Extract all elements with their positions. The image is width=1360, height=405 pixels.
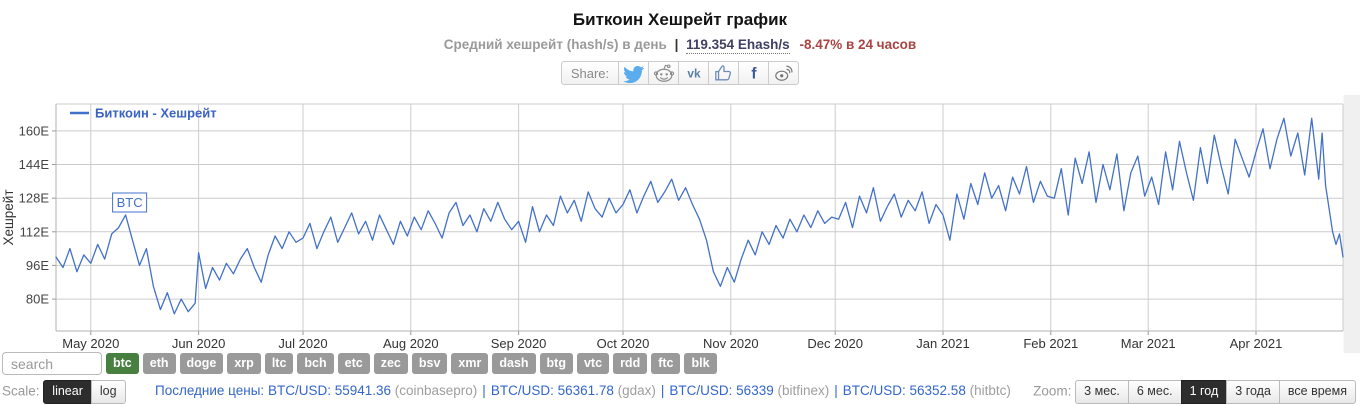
like-icon bbox=[714, 65, 731, 81]
coin-button-doge[interactable]: doge bbox=[179, 353, 224, 374]
legend-bitcoin-hashrate[interactable]: Биткоин - Хешрейт bbox=[95, 106, 217, 121]
zoom-button-group: 3 мес. 6 мес. 1 год 3 года все время bbox=[1075, 380, 1356, 404]
zoom-button-1-год[interactable]: 1 год bbox=[1180, 380, 1228, 404]
y-axis-tick-label: 96E bbox=[26, 258, 49, 273]
latest-prices: Последние цены: BTC/USD: 55941.36 (coinb… bbox=[155, 383, 1011, 398]
coin-button-xmr[interactable]: xmr bbox=[451, 353, 489, 374]
price-link-gdax[interactable]: BTC/USD: 56361.78 bbox=[490, 383, 614, 398]
exchange-name: (coinbasepro) bbox=[391, 383, 478, 398]
zoom-control: Zoom: 3 мес. 6 мес. 1 год 3 года все время bbox=[1033, 380, 1356, 404]
scale-control: Scale: linear log bbox=[2, 380, 126, 404]
reddit-share-button[interactable] bbox=[648, 61, 680, 85]
coin-button-eth[interactable]: eth bbox=[142, 353, 176, 374]
exchange-name: (bitfinex) bbox=[773, 383, 830, 398]
coin-button-blk[interactable]: blk bbox=[684, 353, 717, 374]
price-separator: | bbox=[482, 383, 486, 398]
zoom-button-все-время[interactable]: все время bbox=[1278, 380, 1356, 404]
x-axis-tick-label: Jul 2020 bbox=[278, 336, 327, 351]
x-axis-tick-label: May 2020 bbox=[62, 336, 119, 351]
x-axis-tick-label: Aug 2020 bbox=[383, 336, 439, 351]
price-separator: | bbox=[834, 383, 838, 398]
scale-button-log[interactable]: log bbox=[90, 380, 126, 404]
reddit-icon bbox=[653, 64, 674, 82]
zoom-button-3-года[interactable]: 3 года bbox=[1226, 380, 1280, 404]
x-axis-tick-label: Apr 2021 bbox=[1230, 336, 1283, 351]
page-title: Биткоин Хешрейт график bbox=[572, 10, 788, 29]
zoom-button-6-мес[interactable]: 6 мес. bbox=[1127, 380, 1182, 404]
y-axis-title: Хешрейт bbox=[1, 189, 16, 245]
scale-label: Scale: bbox=[2, 383, 40, 399]
coin-selector-row: btcethdogexrpltcbchetczecbsvxmrdashbtgvt… bbox=[2, 352, 717, 375]
coin-button-dash[interactable]: dash bbox=[492, 353, 536, 374]
change-24h: -8.47% в 24 часов bbox=[799, 37, 917, 52]
exchange-name: (hitbtc) bbox=[965, 383, 1011, 398]
btc-annotation-box[interactable] bbox=[112, 192, 148, 213]
y-axis-tick-label: 128E bbox=[19, 191, 50, 206]
like-share-button[interactable] bbox=[708, 61, 740, 85]
x-axis-tick-label: Jun 2020 bbox=[172, 336, 226, 351]
right-margin-strip bbox=[1343, 95, 1360, 353]
coin-buttons: btc eth doge xrp ltc bch etc zec bsv xmr dash btg vt… bbox=[106, 353, 717, 374]
scale-button-linear[interactable]: linear bbox=[43, 380, 92, 404]
weibo-icon bbox=[774, 65, 793, 81]
x-axis-tick-label: Oct 2020 bbox=[597, 336, 650, 351]
share-bar: Share: vk f bbox=[0, 61, 1360, 85]
btc-annotation-label: BTC bbox=[117, 195, 143, 210]
scale-button-group: linear log bbox=[43, 380, 126, 404]
hashrate-value: 119.354 Ehash/s bbox=[686, 37, 790, 54]
bottom-bar: Scale: linear log Последние цены: BTC/USD… bbox=[0, 379, 1360, 405]
search-input[interactable] bbox=[2, 352, 102, 375]
subtitle-label: Средний хешрейт (hash/s) в день bbox=[443, 37, 667, 52]
x-axis-tick-label: Mar 2021 bbox=[1121, 336, 1176, 351]
price-link-bitfinex[interactable]: BTC/USD: 56339 bbox=[669, 383, 774, 398]
x-axis-tick-label: Dec 2020 bbox=[807, 336, 863, 351]
coin-button-zec[interactable]: zec bbox=[373, 353, 408, 374]
coin-button-bch[interactable]: bch bbox=[297, 353, 334, 374]
y-axis-tick-label: 80E bbox=[26, 292, 49, 307]
y-axis-tick-label: 144E bbox=[19, 157, 50, 172]
price-link-hitbtc[interactable]: BTC/USD: 56352.58 bbox=[842, 383, 966, 398]
coin-button-vtc[interactable]: vtc bbox=[576, 353, 610, 374]
hashrate-series-line[interactable] bbox=[55, 117, 1344, 315]
facebook-share-button[interactable]: f bbox=[738, 61, 770, 85]
subtitle: Средний хешрейт (hash/s) в день | 119.35… bbox=[0, 37, 1360, 54]
exchange-name: (gdax) bbox=[613, 383, 656, 398]
twitter-share-button[interactable] bbox=[618, 61, 650, 85]
zoom-button-3-мес[interactable]: 3 мес. bbox=[1075, 380, 1129, 404]
latest-prices-label: Последние цены: bbox=[155, 383, 268, 398]
x-axis-tick-label: Sep 2020 bbox=[491, 336, 547, 351]
facebook-icon: f bbox=[751, 65, 757, 82]
svg-text:f: f bbox=[751, 65, 757, 82]
y-axis-tick-label: 112E bbox=[20, 224, 50, 239]
x-axis-tick-label: Nov 2020 bbox=[703, 336, 759, 351]
coin-button-btc[interactable]: btc bbox=[106, 353, 139, 374]
x-axis-tick-label: Jan 2021 bbox=[916, 336, 970, 351]
vk-share-button[interactable]: vk bbox=[678, 61, 710, 85]
coin-button-etc[interactable]: etc bbox=[337, 353, 370, 374]
price-separator: | bbox=[660, 383, 665, 398]
coin-button-ftc[interactable]: ftc bbox=[651, 353, 681, 374]
coin-button-rdd[interactable]: rdd bbox=[613, 353, 648, 374]
weibo-share-button[interactable] bbox=[768, 61, 800, 85]
x-axis-tick-label: Feb 2021 bbox=[1023, 336, 1078, 351]
twitter-icon bbox=[622, 66, 644, 83]
coin-button-ltc[interactable]: ltc bbox=[264, 353, 294, 374]
share-label: Share: bbox=[560, 61, 620, 85]
price-link-coinbasepro[interactable]: BTC/USD: 55941.36 bbox=[267, 383, 391, 398]
y-axis-tick-label: 160E bbox=[19, 123, 50, 138]
vk-icon: vk bbox=[687, 67, 701, 81]
coin-button-xrp[interactable]: xrp bbox=[227, 353, 261, 374]
svg-text:vk: vk bbox=[687, 67, 701, 81]
hashrate-chart-svg[interactable]: May 2020 Jun 2020 Jul 2020 Aug 2020 Sep 2020… bbox=[0, 95, 1360, 353]
subtitle-separator: | bbox=[674, 37, 679, 52]
coin-button-bsv[interactable]: bsv bbox=[411, 353, 448, 374]
zoom-label: Zoom: bbox=[1033, 383, 1072, 399]
hashrate-chart[interactable]: May 2020 Jun 2020 Jul 2020 Aug 2020 Sep 2020… bbox=[0, 95, 1360, 353]
coin-button-btg[interactable]: btg bbox=[539, 353, 573, 374]
